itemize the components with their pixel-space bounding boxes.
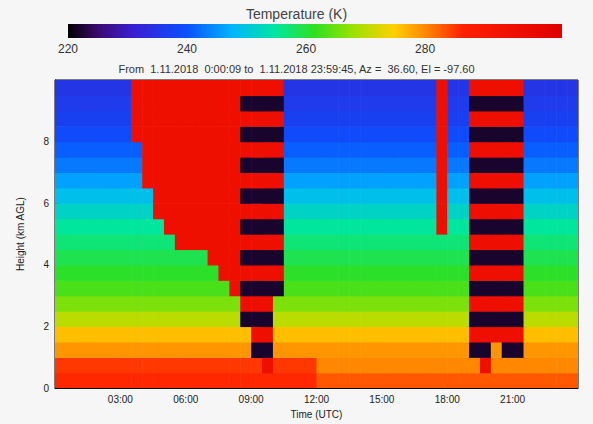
svg-text:03:00: 03:00 bbox=[108, 394, 133, 405]
svg-text:4: 4 bbox=[43, 259, 49, 270]
svg-text:15:00: 15:00 bbox=[369, 394, 394, 405]
svg-text:21:00: 21:00 bbox=[500, 394, 525, 405]
svg-text:09:00: 09:00 bbox=[239, 394, 264, 405]
svg-text:2: 2 bbox=[43, 321, 49, 332]
svg-text:Time (UTC): Time (UTC) bbox=[291, 409, 343, 420]
svg-text:220: 220 bbox=[58, 42, 78, 56]
svg-text:18:00: 18:00 bbox=[435, 394, 460, 405]
svg-text:Temperature (K): Temperature (K) bbox=[246, 6, 347, 22]
svg-text:280: 280 bbox=[415, 42, 435, 56]
svg-text:From 1.11.2018 0:00:09 to 1: From 1.11.2018 0:00:09 to 1.11.2018 23:5… bbox=[118, 63, 474, 75]
svg-text:06:00: 06:00 bbox=[173, 394, 198, 405]
svg-text:8: 8 bbox=[43, 136, 49, 147]
svg-text:12:00: 12:00 bbox=[304, 394, 329, 405]
svg-text:240: 240 bbox=[177, 42, 197, 56]
svg-text:6: 6 bbox=[43, 198, 49, 209]
svg-text:Height (km AGL): Height (km AGL) bbox=[15, 197, 26, 271]
svg-text:260: 260 bbox=[296, 42, 316, 56]
svg-text:0: 0 bbox=[43, 383, 49, 394]
